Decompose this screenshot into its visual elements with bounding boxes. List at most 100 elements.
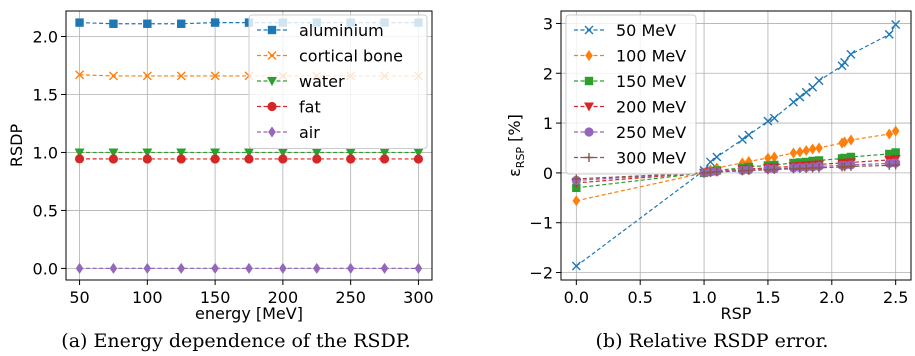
data-point-air-1 xyxy=(109,262,118,274)
data-point-100-mev-14 xyxy=(840,136,849,148)
data-point-water-10 xyxy=(413,148,424,158)
y-tick-label-2: 0 xyxy=(543,164,553,183)
data-point-air-10 xyxy=(414,262,423,274)
data-point-aluminium-4 xyxy=(210,18,220,27)
data-point-300-mev-17 xyxy=(891,160,901,170)
x-tick-label-4: 250 xyxy=(335,288,366,307)
x-tick-label-3: 200 xyxy=(268,288,299,307)
axes-frame xyxy=(560,10,912,281)
data-point-100-mev-11 xyxy=(808,143,817,155)
x-tick-label-4: 2.0 xyxy=(819,288,844,307)
data-point-100-mev-6 xyxy=(764,152,772,164)
legend-marker-air xyxy=(268,126,276,138)
legend-label-50-mev: 50 MeV xyxy=(616,21,676,40)
legend-label-200-mev: 200 MeV xyxy=(616,98,686,117)
chart-relative-error: 50 MeV 100 MeV 150 MeV 200 MeV 250 MeV 300 Me… xyxy=(505,10,912,323)
data-point-fat-1 xyxy=(108,154,119,164)
data-point-100-mev-7 xyxy=(770,151,779,163)
data-point-50-mev-0 xyxy=(571,261,581,271)
data-point-air-5 xyxy=(245,262,253,274)
data-point-cortical-bone-2 xyxy=(142,71,152,81)
legend-marker-fat xyxy=(267,101,277,112)
data-point-100-mev-16 xyxy=(885,128,894,140)
x-tick-label-5: 2.5 xyxy=(883,288,908,307)
data-point-water-0 xyxy=(74,148,85,158)
data-point-100-mev-17 xyxy=(891,125,900,137)
data-point-water-5 xyxy=(244,148,254,158)
data-point-300-mev-3 xyxy=(712,167,722,177)
data-point-50-mev-3 xyxy=(712,152,722,162)
legend-label-cortical-bone: cortical bone xyxy=(299,47,403,66)
data-point-air-0 xyxy=(75,262,84,274)
data-point-water-7 xyxy=(311,148,322,158)
data-point-fat-5 xyxy=(244,154,254,164)
data-point-50-mev-2 xyxy=(705,157,715,167)
data-point-50-mev-15 xyxy=(846,49,856,59)
y-tick-label-3: 1 xyxy=(543,114,553,133)
data-point-aluminium-0 xyxy=(75,18,84,27)
x-axis-label: RSP xyxy=(721,304,752,323)
y-tick-label-0: 0.0 xyxy=(33,259,58,278)
data-point-100-mev-12 xyxy=(815,142,823,154)
x-tick-label-2: 150 xyxy=(200,288,231,307)
legend-marker-150-mev xyxy=(584,76,594,86)
data-point-fat-8 xyxy=(346,154,356,164)
legend-box xyxy=(565,14,697,175)
data-point-fat-2 xyxy=(142,154,152,164)
y-tick-label-2: 1.0 xyxy=(33,143,58,162)
y-axis-label: RSDP xyxy=(7,124,26,168)
data-point-50-mev-14 xyxy=(840,57,850,67)
legend-marker-aluminium xyxy=(267,25,277,35)
data-point-300-mev-15 xyxy=(846,161,856,171)
legend-label-100-mev: 100 MeV xyxy=(616,47,686,66)
data-point-50-mev-9 xyxy=(795,92,805,102)
data-point-water-9 xyxy=(379,148,390,158)
x-tick-label-0: 0.0 xyxy=(564,288,589,307)
legend-label-fat: fat xyxy=(299,98,321,117)
legend-marker-300-mev xyxy=(584,153,594,162)
series-air xyxy=(75,262,423,274)
data-point-300-mev-12 xyxy=(814,163,824,173)
data-point-cortical-bone-3 xyxy=(176,71,186,81)
series-50-mev xyxy=(571,19,901,271)
data-point-150-mev-16 xyxy=(885,149,894,159)
data-point-air-8 xyxy=(346,262,355,274)
data-point-100-mev-9 xyxy=(796,146,804,158)
legend-label-water: water xyxy=(299,72,345,91)
caption-b: (b) Relative RSDP error. xyxy=(596,330,829,352)
y-tick-label-5: 3 xyxy=(543,14,553,33)
data-point-water-3 xyxy=(176,148,187,158)
x-tick-label-1: 0.5 xyxy=(627,288,652,307)
y-tick-label-4: 2 xyxy=(543,64,553,83)
data-point-air-4 xyxy=(211,262,219,274)
data-point-fat-4 xyxy=(210,154,220,164)
legend-label-250-mev: 250 MeV xyxy=(616,123,686,142)
data-point-fat-0 xyxy=(74,154,85,164)
data-point-50-mev-12 xyxy=(814,76,824,86)
legend: 50 MeV 100 MeV 150 MeV 200 MeV 250 MeV 300 Me… xyxy=(565,14,697,175)
data-point-fat-9 xyxy=(379,154,390,164)
data-point-fat-10 xyxy=(413,154,424,164)
caption-a: (a) Energy dependence of the RSDP. xyxy=(61,330,410,352)
x-tick-label-3: 1.5 xyxy=(755,288,780,307)
data-point-water-6 xyxy=(277,148,288,158)
series-water xyxy=(74,148,424,158)
x-tick-label-0: 50 xyxy=(69,288,89,307)
data-point-air-2 xyxy=(143,262,152,274)
data-point-aluminium-3 xyxy=(177,19,186,28)
legend-marker-water xyxy=(267,77,277,86)
data-point-50-mev-17 xyxy=(891,19,901,29)
data-point-150-mev-15 xyxy=(846,152,856,162)
data-point-water-4 xyxy=(210,148,221,158)
data-point-fat-3 xyxy=(176,154,186,164)
legend-marker-100-mev xyxy=(585,50,593,61)
data-point-100-mev-8 xyxy=(789,147,798,159)
data-point-150-mev-14 xyxy=(840,153,849,163)
data-point-aluminium-2 xyxy=(143,19,152,28)
series-fat xyxy=(74,154,424,164)
legend-label-aluminium: aluminium xyxy=(299,21,384,40)
data-point-50-mev-8 xyxy=(788,97,798,107)
x-tick-label-2: 1.0 xyxy=(691,288,716,307)
data-point-300-mev-5 xyxy=(744,165,754,175)
